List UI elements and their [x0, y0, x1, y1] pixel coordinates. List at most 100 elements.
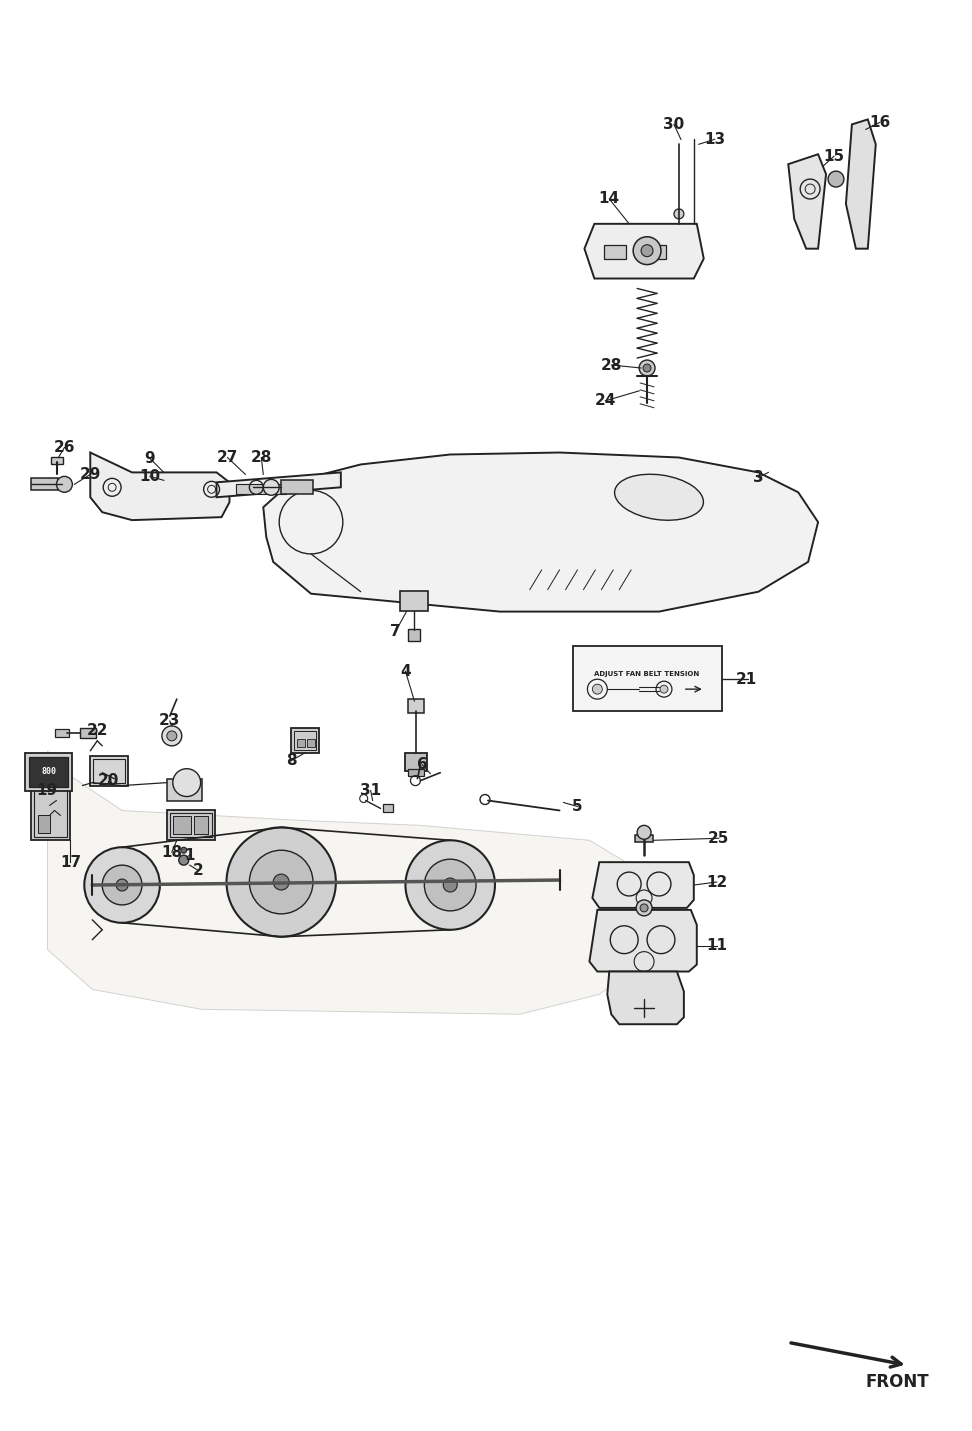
- Circle shape: [633, 236, 661, 265]
- Text: 21: 21: [736, 671, 757, 687]
- Circle shape: [828, 172, 844, 187]
- Ellipse shape: [614, 474, 704, 521]
- Circle shape: [660, 685, 668, 693]
- Text: 5: 5: [573, 798, 583, 814]
- Polygon shape: [263, 452, 818, 611]
- Text: 26: 26: [53, 441, 75, 455]
- Circle shape: [642, 245, 653, 256]
- Bar: [405, 753, 428, 771]
- Polygon shape: [846, 119, 876, 249]
- Text: 20: 20: [97, 773, 119, 788]
- Text: 6: 6: [417, 757, 428, 773]
- Bar: [408, 768, 425, 776]
- Text: FRONT: FRONT: [866, 1374, 929, 1391]
- Text: 800: 800: [41, 767, 56, 776]
- Circle shape: [181, 847, 187, 853]
- Circle shape: [425, 859, 476, 912]
- Text: 9: 9: [145, 451, 156, 467]
- Bar: [408, 630, 420, 641]
- Bar: [167, 778, 201, 800]
- Text: 11: 11: [707, 939, 727, 953]
- Text: 24: 24: [595, 394, 616, 408]
- Text: 18: 18: [161, 844, 183, 860]
- Text: 19: 19: [36, 783, 57, 798]
- Text: 3: 3: [753, 469, 764, 485]
- Circle shape: [641, 904, 648, 912]
- Text: 31: 31: [360, 783, 381, 798]
- Bar: [573, 647, 721, 711]
- Bar: [400, 591, 429, 611]
- Circle shape: [56, 477, 72, 492]
- Text: 4: 4: [400, 664, 411, 678]
- Bar: [408, 700, 425, 713]
- Text: 27: 27: [217, 449, 238, 465]
- Circle shape: [173, 768, 200, 797]
- Bar: [55, 728, 69, 737]
- Bar: [297, 738, 305, 747]
- Bar: [307, 738, 315, 747]
- Bar: [236, 484, 286, 494]
- Text: 28: 28: [601, 358, 622, 372]
- Bar: [635, 836, 653, 843]
- Bar: [30, 478, 58, 491]
- Bar: [281, 481, 313, 494]
- Bar: [24, 753, 72, 790]
- Text: 1: 1: [185, 847, 195, 863]
- Text: 14: 14: [599, 192, 620, 206]
- Polygon shape: [48, 751, 649, 1015]
- Text: 8: 8: [286, 753, 296, 768]
- Bar: [292, 728, 319, 753]
- Circle shape: [102, 866, 142, 904]
- Circle shape: [592, 684, 603, 694]
- Polygon shape: [592, 861, 694, 907]
- Bar: [38, 816, 50, 833]
- Circle shape: [273, 874, 289, 890]
- Bar: [52, 458, 63, 465]
- Text: 7: 7: [390, 624, 400, 640]
- Circle shape: [85, 847, 159, 923]
- Text: 10: 10: [139, 469, 160, 484]
- Circle shape: [116, 879, 128, 892]
- Bar: [170, 813, 212, 837]
- Text: 25: 25: [708, 831, 729, 846]
- Bar: [30, 786, 70, 840]
- Bar: [605, 245, 626, 259]
- Bar: [644, 245, 666, 259]
- Bar: [93, 758, 125, 783]
- Circle shape: [643, 363, 651, 372]
- Bar: [383, 804, 393, 813]
- Text: 30: 30: [663, 117, 684, 132]
- Bar: [34, 790, 67, 837]
- Polygon shape: [589, 910, 697, 972]
- Polygon shape: [788, 155, 826, 249]
- Text: ADJUST FAN BELT TENSION: ADJUST FAN BELT TENSION: [595, 671, 700, 677]
- Circle shape: [637, 826, 651, 840]
- Circle shape: [640, 361, 655, 376]
- Text: 17: 17: [60, 854, 81, 870]
- Text: 23: 23: [159, 714, 181, 728]
- Bar: [81, 728, 96, 738]
- Circle shape: [226, 827, 336, 937]
- Text: 16: 16: [869, 114, 890, 130]
- Bar: [167, 810, 215, 840]
- Bar: [28, 757, 68, 787]
- Circle shape: [167, 731, 177, 741]
- Text: 22: 22: [87, 724, 108, 738]
- Circle shape: [636, 900, 652, 916]
- Polygon shape: [90, 452, 229, 519]
- Bar: [193, 817, 208, 834]
- Circle shape: [263, 479, 279, 495]
- Circle shape: [179, 856, 189, 866]
- Circle shape: [405, 840, 495, 930]
- Text: 28: 28: [251, 449, 272, 465]
- Bar: [295, 731, 316, 750]
- Bar: [90, 756, 128, 786]
- Text: 15: 15: [823, 149, 845, 163]
- Circle shape: [674, 209, 684, 219]
- Polygon shape: [584, 223, 704, 279]
- Polygon shape: [608, 972, 684, 1025]
- Circle shape: [250, 850, 313, 914]
- Text: 29: 29: [80, 467, 101, 482]
- Text: 12: 12: [706, 874, 727, 890]
- Text: 2: 2: [192, 863, 203, 877]
